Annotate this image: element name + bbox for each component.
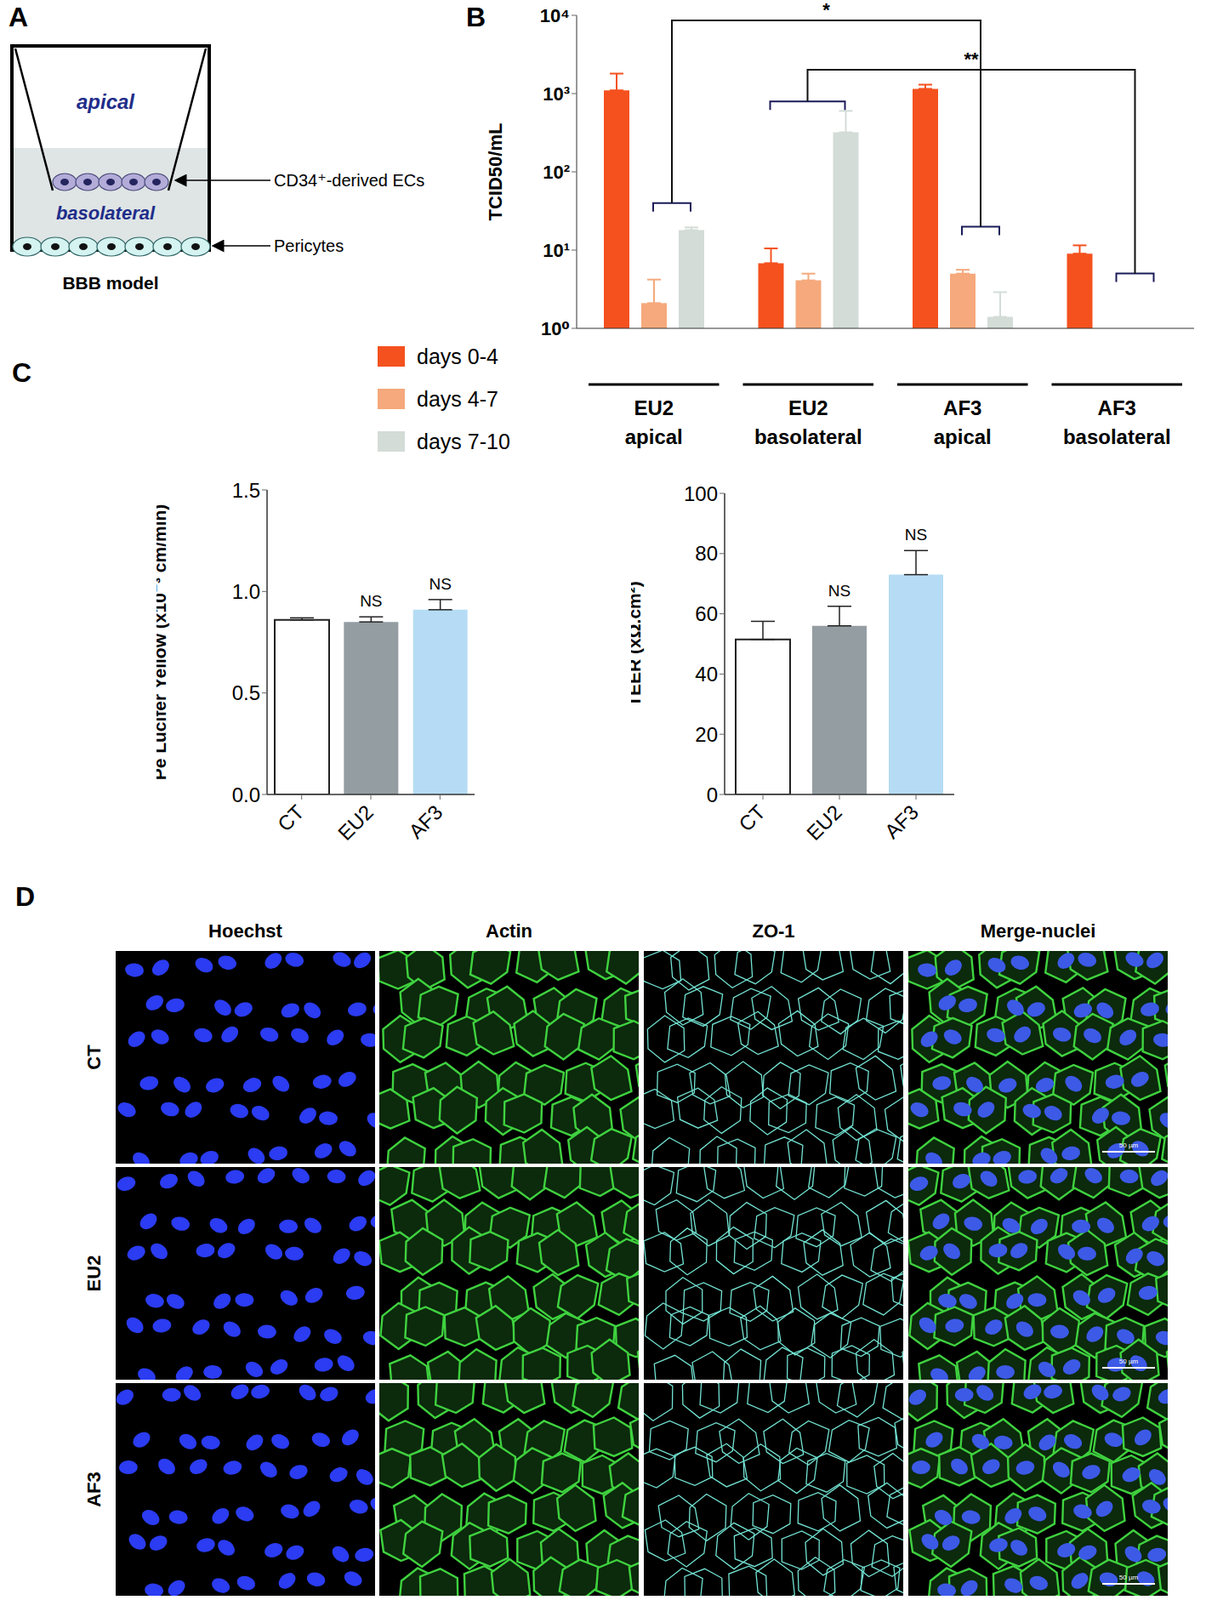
svg-text:NS: NS [359,591,382,610]
svg-text:TCID50/mL: TCID50/mL [486,123,507,222]
svg-text:1.0: 1.0 [232,580,261,603]
svg-text:CD34⁺-derived ECs: CD34⁺-derived ECs [273,170,425,190]
svg-text:20: 20 [694,722,718,746]
html-text:Merge-nuclei: Merge-nuclei [980,920,1096,942]
svg-text:EU2: EU2 [633,396,674,420]
svg-text:10⁰: 10⁰ [540,318,570,340]
svg-text:50 µm: 50 µm [1119,1141,1139,1150]
svg-text:AF3: AF3 [943,396,982,420]
svg-text:10⁴: 10⁴ [540,5,570,27]
svg-text:EU2: EU2 [333,800,378,845]
svg-text:10²: 10² [542,161,570,183]
svg-text:50 µm: 50 µm [1119,1357,1139,1366]
svg-text:AF3: AF3 [403,800,447,843]
svg-text:CT: CT [83,1044,105,1070]
svg-text:apical: apical [76,90,136,114]
html-text:Hoechst: Hoechst [208,920,283,942]
svg-text:NS: NS [428,574,451,593]
html-text:Actin: Actin [485,920,533,942]
svg-text:0.5: 0.5 [232,681,261,705]
svg-text:EU2: EU2 [802,800,847,845]
svg-text:NS: NS [828,581,851,600]
svg-text:apical: apical [933,425,992,449]
svg-text:basolateral: basolateral [754,425,863,449]
html-text:days 7-10: days 7-10 [416,429,511,453]
svg-text:*: * [822,0,831,21]
svg-text:apical: apical [625,425,683,449]
svg-text:Pe Lucifer Yellow (x10⁻³ cm/mi: Pe Lucifer Yellow (x10⁻³ cm/min) [156,504,170,781]
svg-text:50 µm: 50 µm [1119,1573,1139,1582]
svg-text:60: 60 [694,602,718,626]
svg-text:AF3: AF3 [1097,396,1137,420]
svg-text:basolateral: basolateral [1063,425,1172,449]
html-text:days 4-7: days 4-7 [416,386,499,411]
svg-text:10¹: 10¹ [542,239,570,262]
svg-text:40: 40 [694,662,718,686]
html-text:C: C [11,357,32,388]
svg-text:0.0: 0.0 [232,783,261,807]
svg-text:Pericytes: Pericytes [273,236,344,256]
svg-text:10³: 10³ [542,83,570,105]
svg-text:CT: CT [733,800,770,837]
svg-text:AF3: AF3 [880,800,923,843]
svg-text:AF3: AF3 [83,1471,105,1508]
html-text:ZO-1: ZO-1 [752,920,795,942]
svg-text:100: 100 [683,482,718,506]
svg-text:1.5: 1.5 [232,478,261,502]
svg-text:80: 80 [694,541,718,565]
html-text:A: A [8,1,29,33]
svg-text:TEER (xΩ.cm²): TEER (xΩ.cm²) [631,580,644,707]
html-text:D: D [15,881,35,912]
html-text:days 0-4: days 0-4 [416,344,499,368]
svg-text:CT: CT [273,800,309,837]
svg-text:EU2: EU2 [83,1255,105,1292]
svg-text:BBB model: BBB model [62,273,159,293]
svg-text:EU2: EU2 [788,396,829,420]
svg-text:0: 0 [706,783,718,807]
svg-text:basolateral: basolateral [56,202,156,224]
svg-text:**: ** [963,48,979,70]
svg-text:NS: NS [904,525,928,544]
html-text:B: B [466,1,486,33]
